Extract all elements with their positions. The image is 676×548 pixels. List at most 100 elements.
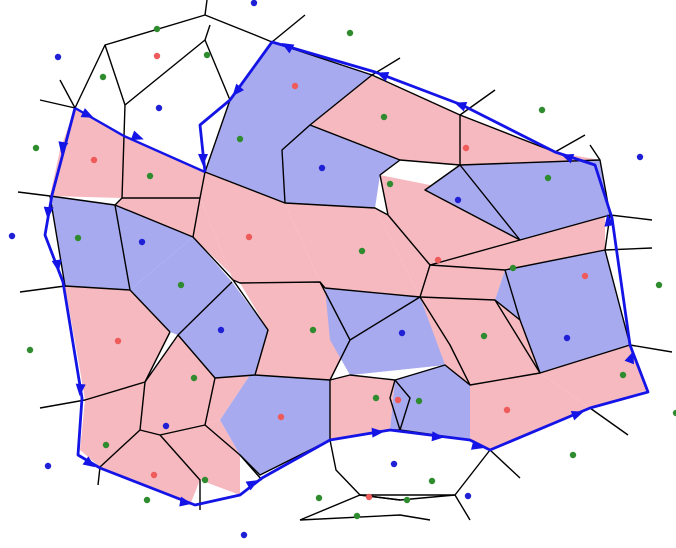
red-site-dot [150, 471, 158, 479]
green-site-dot [358, 247, 366, 255]
blue-site-dot [398, 329, 406, 337]
arrowhead-icon [43, 206, 54, 219]
boundary-layer [43, 40, 650, 507]
green-site-dot [386, 180, 394, 188]
blue-cell [205, 42, 372, 203]
green-site-dot [203, 51, 211, 59]
red-site-dot [434, 256, 442, 264]
blue-site-dot [563, 334, 571, 342]
voronoi-edge [494, 299, 541, 374]
pink-cell [330, 375, 395, 440]
outer-boundary [43, 40, 650, 507]
green-site-dot [480, 332, 488, 340]
blue-site-dot [250, 0, 258, 7]
arrowhead-icon [371, 427, 384, 438]
red-site-dot [365, 493, 373, 501]
voronoi-edge [424, 164, 521, 241]
voronoi-edge [309, 124, 401, 216]
red-site-dot [245, 233, 253, 241]
arrowhead-icon [82, 456, 96, 468]
red-site-dot [153, 52, 161, 60]
voronoi-edge [271, 14, 306, 43]
voronoi-edge [319, 281, 351, 440]
blue-site-dot [162, 422, 170, 430]
arrowhead-icon [80, 108, 94, 118]
arrowhead-icon [570, 411, 584, 421]
green-site-dot [509, 264, 517, 272]
green-site-dot [655, 281, 663, 289]
voronoi-edge [519, 319, 541, 374]
green-site-dot [672, 409, 676, 417]
green-site-dot [146, 172, 154, 180]
green-site-dot [353, 512, 361, 520]
voronoi-edge [399, 159, 461, 166]
arrowhead-icon [58, 141, 69, 154]
green-site-dot [236, 135, 244, 143]
green-site-dot [74, 234, 82, 242]
green-site-dot [153, 25, 161, 33]
voronoi-edge [389, 379, 401, 431]
red-site-dot [114, 337, 122, 345]
voronoi-edge [17, 191, 51, 197]
voronoi-edge [114, 204, 131, 291]
voronoi-edge [192, 197, 201, 238]
blue-cell [220, 375, 330, 475]
blue-cell [282, 125, 400, 208]
arrowhead-icon [454, 102, 468, 112]
voronoi-edge [204, 0, 208, 16]
arrowhead-icon [130, 130, 144, 140]
arrowhead-icon [51, 259, 62, 272]
blue-site-dot [138, 238, 146, 246]
voronoi-edge [39, 331, 171, 409]
red-site-dot [581, 272, 589, 280]
green-site-dot [403, 496, 411, 504]
voronoi-edge [19, 285, 171, 333]
arrowhead-icon [431, 431, 444, 442]
pink-cell [430, 210, 605, 270]
green-site-dot [619, 371, 627, 379]
voronoi-edge [39, 44, 126, 109]
red-site-dot [291, 82, 299, 90]
arrowhead-icon [281, 43, 295, 54]
red-site-dot [394, 396, 402, 404]
red-site-dot [277, 413, 285, 421]
blue-cell [350, 297, 445, 375]
arrowhead-icon [232, 83, 244, 97]
voronoi-edge [459, 114, 586, 165]
pink-cell [375, 208, 505, 300]
blue-site-dot [217, 326, 225, 334]
site-layer [8, 0, 676, 539]
green-site-dot [569, 451, 577, 459]
pink-cell [420, 297, 540, 385]
voronoi-edge [59, 79, 76, 109]
pink-cell [115, 198, 200, 237]
green-site-dot [32, 144, 40, 152]
green-site-dot [99, 73, 107, 81]
voronoi-edge [349, 296, 421, 341]
green-site-dot [346, 29, 354, 37]
green-site-dot [544, 174, 552, 182]
voronoi-edge [299, 494, 471, 521]
arrowhead-icon [75, 383, 86, 396]
pink-cell [460, 115, 600, 165]
green-site-dot [201, 476, 209, 484]
green-site-dot [309, 326, 317, 334]
blue-site-dot [454, 196, 462, 204]
voronoi-edge [281, 74, 373, 204]
blue-site-dot [318, 164, 326, 172]
voronoi-edge [394, 379, 411, 431]
voronoi-edge [419, 296, 471, 386]
red-site-dot [503, 406, 511, 414]
pink-cell [540, 345, 648, 408]
red-site-dot [462, 144, 470, 152]
green-site-dot [372, 394, 380, 402]
arrowhead-icon [624, 351, 634, 365]
blue-site-dot [155, 104, 163, 112]
blue-site-dot [8, 232, 16, 240]
blue-site-dot [44, 462, 52, 470]
voronoi-edge [504, 249, 606, 271]
pink-cell [285, 203, 420, 297]
arrowhead-icon [376, 72, 390, 82]
voronoi-edge [359, 449, 491, 501]
pink-cell [200, 172, 320, 283]
